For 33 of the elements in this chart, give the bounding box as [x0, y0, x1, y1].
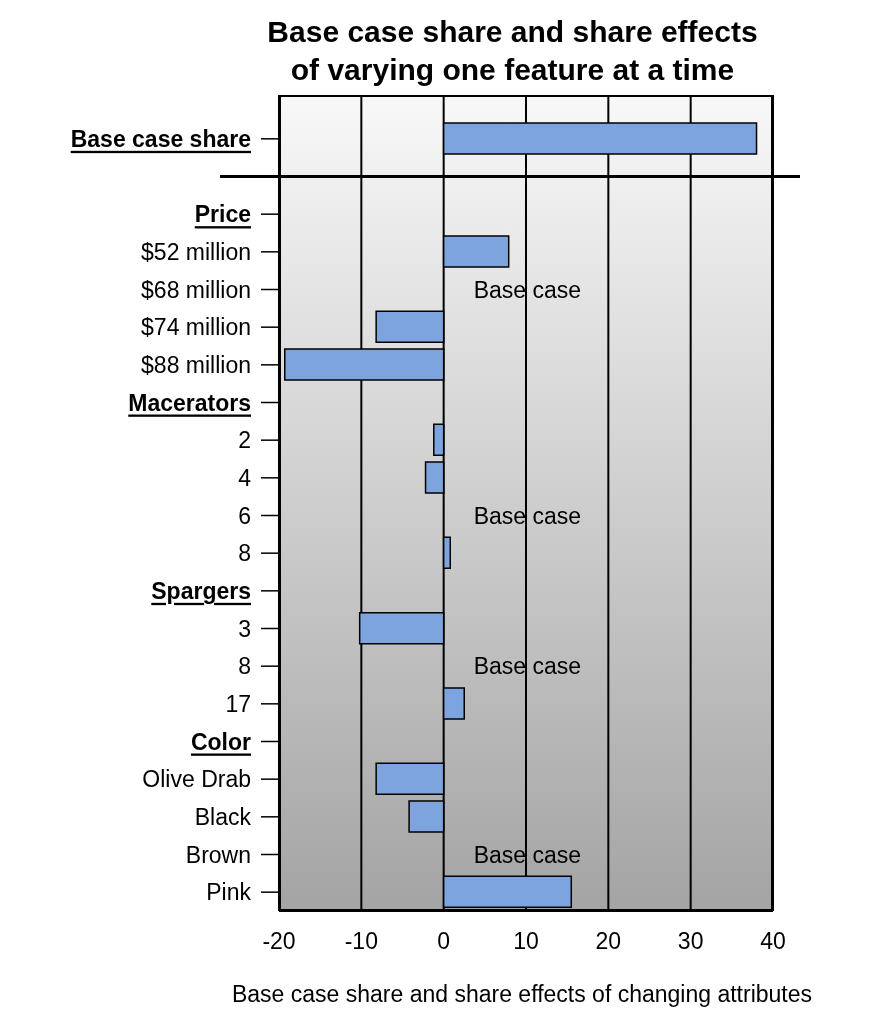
x-tick-label: 0: [437, 928, 451, 955]
y-tick-label: Olive Drab: [142, 766, 251, 793]
y-tick-label: Brown: [185, 841, 251, 868]
y-tick-label: $52 million: [141, 238, 251, 265]
data-label: Base case: [473, 276, 582, 303]
y-tick-label: Price: [194, 201, 251, 228]
x-tick-label: 30: [677, 928, 704, 955]
x-tick-label: 20: [595, 928, 622, 955]
y-tick-label: 2: [238, 427, 251, 454]
y-tick-label: $74 million: [141, 314, 251, 341]
x-axis-title: Base case share and share effects of changing attributes: [230, 980, 814, 1008]
y-tick-label: 4: [238, 464, 252, 491]
x-tick-label: 10: [513, 928, 539, 955]
y-tick-label: Spargers: [151, 577, 251, 604]
x-tick-label: -20: [262, 928, 296, 955]
y-tick-label: 17: [225, 690, 251, 717]
x-tick-label: -10: [344, 928, 378, 955]
y-tick-label: 6: [238, 502, 251, 529]
y-tick-label: Pink: [206, 879, 252, 906]
x-tick-label: 40: [760, 928, 786, 955]
y-tick-label: 8: [238, 540, 251, 567]
data-label: Base case: [473, 502, 582, 529]
data-label: Base case: [473, 841, 582, 868]
y-tick-label: 3: [238, 615, 251, 642]
y-tick-label: Macerators: [128, 389, 251, 416]
y-tick-label: Black: [194, 803, 252, 830]
y-tick-label: $88 million: [141, 351, 251, 378]
data-label: Base case: [473, 653, 582, 680]
y-tick-label: $68 million: [141, 276, 251, 303]
y-tick-label: Color: [190, 728, 252, 755]
y-tick-label: 8: [238, 653, 251, 680]
chart-title: Base case share and share effects of varying one feature at a time: [266, 14, 759, 88]
y-tick-label: Base case share: [70, 125, 251, 152]
